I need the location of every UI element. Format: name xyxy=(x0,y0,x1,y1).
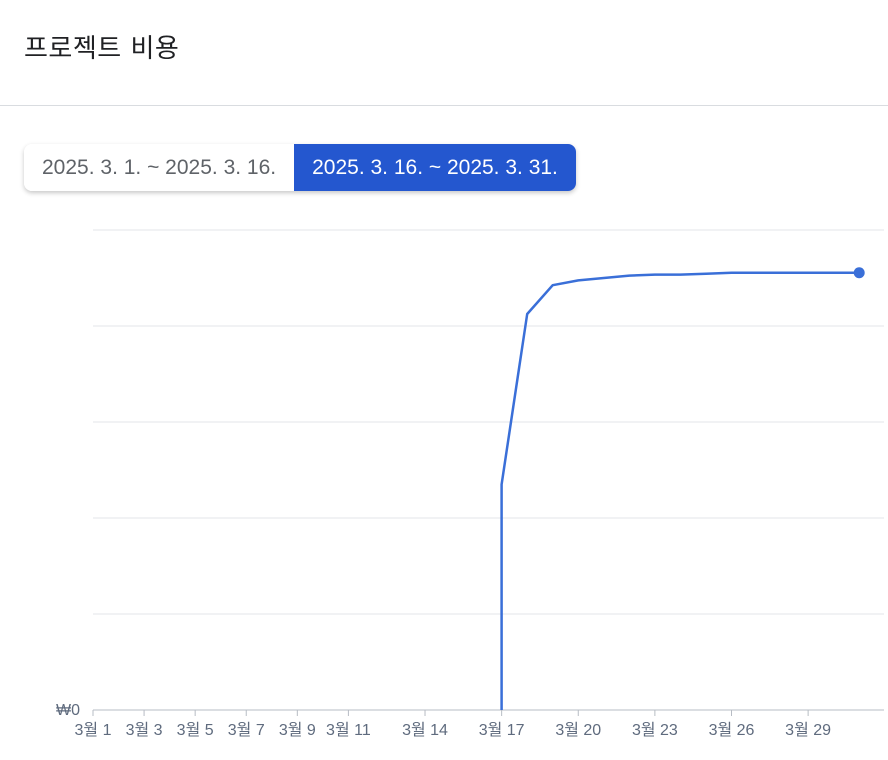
x-tick-label: 3월 14 xyxy=(402,721,448,739)
y-axis-ticks: ₩0 xyxy=(56,702,80,719)
x-tick-label: 3월 5 xyxy=(177,721,214,739)
x-tick-label: 3월 7 xyxy=(228,721,265,739)
page-title: 프로젝트 비용 xyxy=(24,34,180,64)
page-header: 프로젝트 비용 xyxy=(0,0,888,106)
x-tick-label: 3월 26 xyxy=(709,721,755,739)
x-tick-label: 3월 29 xyxy=(785,721,831,739)
y-tick-label: ₩0 xyxy=(56,702,80,719)
x-tick-label: 3월 23 xyxy=(632,721,678,739)
series-line xyxy=(500,271,860,710)
x-axis-ticks: 3월 1 3월 3 3월 5 3월 7 3월 9 3월 11 3월 14 3월 17 3월 20… xyxy=(75,710,831,739)
chart-series xyxy=(500,267,865,710)
x-tick-label: 3월 9 xyxy=(279,721,316,739)
x-tick-label: 3월 17 xyxy=(479,721,525,739)
date-range-second-half-button[interactable]: 2025. 3. 16. ~ 2025. 3. 31. xyxy=(294,144,576,191)
date-range-first-half-button[interactable]: 2025. 3. 1. ~ 2025. 3. 16. xyxy=(24,144,295,191)
x-tick-label: 3월 1 xyxy=(75,721,112,739)
x-tick-label: 3월 20 xyxy=(555,721,601,739)
cost-line-chart: 3월 1 3월 3 3월 5 3월 7 3월 9 3월 11 3월 14 3월 17 3월 20… xyxy=(56,229,884,739)
x-tick-label: 3월 11 xyxy=(326,721,371,739)
x-tick-label: 3월 3 xyxy=(126,721,163,739)
data-point xyxy=(853,267,865,279)
date-range-toggle: 2025. 3. 1. ~ 2025. 3. 16. 2025. 3. 16. … xyxy=(24,144,576,191)
chart-gridlines xyxy=(93,229,884,615)
